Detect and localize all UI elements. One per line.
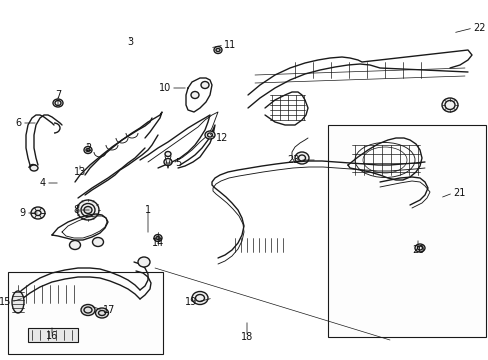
Ellipse shape xyxy=(81,305,95,315)
Text: 22: 22 xyxy=(472,23,485,33)
Text: 12: 12 xyxy=(216,133,228,143)
Ellipse shape xyxy=(138,257,150,267)
Text: 8: 8 xyxy=(73,205,79,215)
Ellipse shape xyxy=(84,147,92,153)
Ellipse shape xyxy=(12,291,24,313)
Ellipse shape xyxy=(154,234,162,242)
Text: 10: 10 xyxy=(159,83,171,93)
Text: 6: 6 xyxy=(16,118,22,128)
Ellipse shape xyxy=(95,308,108,318)
Text: 16: 16 xyxy=(46,331,58,341)
Bar xyxy=(28,328,78,342)
Text: 1: 1 xyxy=(144,205,151,215)
Text: 5: 5 xyxy=(175,158,181,168)
Bar xyxy=(327,125,485,337)
Text: 23: 23 xyxy=(287,155,299,165)
Text: 7: 7 xyxy=(55,90,61,100)
Text: 18: 18 xyxy=(241,332,253,342)
Ellipse shape xyxy=(192,292,207,305)
Text: 20: 20 xyxy=(411,245,423,255)
Ellipse shape xyxy=(30,165,38,171)
Ellipse shape xyxy=(201,81,208,89)
Ellipse shape xyxy=(77,200,99,220)
Ellipse shape xyxy=(191,91,199,99)
Ellipse shape xyxy=(204,131,215,139)
Ellipse shape xyxy=(31,207,45,219)
Text: 19: 19 xyxy=(184,297,197,307)
Bar xyxy=(8,272,163,354)
Ellipse shape xyxy=(163,158,172,166)
Ellipse shape xyxy=(441,98,457,112)
Text: 14: 14 xyxy=(152,238,164,248)
Ellipse shape xyxy=(414,244,424,252)
Ellipse shape xyxy=(164,152,171,157)
Ellipse shape xyxy=(69,240,81,249)
Text: 3: 3 xyxy=(127,37,133,47)
Ellipse shape xyxy=(84,207,92,213)
Ellipse shape xyxy=(53,99,63,107)
Text: 17: 17 xyxy=(103,305,115,315)
Ellipse shape xyxy=(92,238,103,247)
Ellipse shape xyxy=(294,152,308,164)
Text: 21: 21 xyxy=(452,188,465,198)
Text: 15: 15 xyxy=(0,297,11,307)
Ellipse shape xyxy=(214,46,222,54)
Text: 2: 2 xyxy=(85,143,91,153)
Text: 11: 11 xyxy=(224,40,236,50)
Text: 13: 13 xyxy=(74,167,86,177)
Text: 4: 4 xyxy=(40,178,46,188)
Text: 9: 9 xyxy=(20,208,26,218)
